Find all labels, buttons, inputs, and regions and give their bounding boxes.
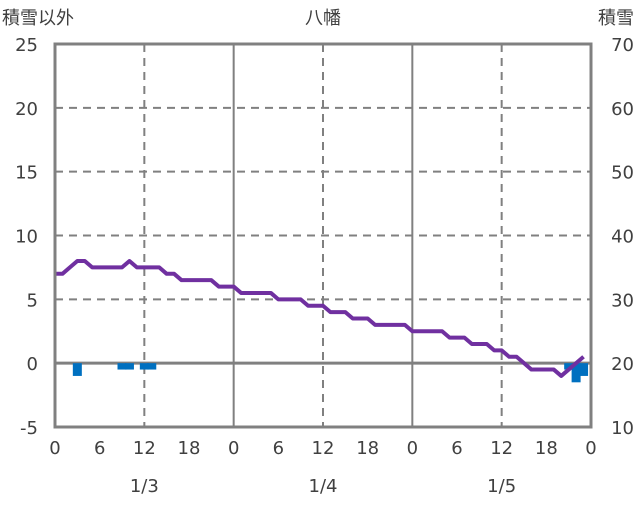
- bar: [579, 363, 588, 376]
- left-tick-label: 5: [27, 290, 38, 311]
- left-tick-label: 20: [15, 99, 38, 120]
- snow-depth-line: [55, 261, 584, 376]
- right-tick-label: 50: [611, 163, 634, 184]
- right-axis-title: 積雪: [598, 8, 634, 29]
- right-tick-label: 10: [611, 418, 634, 439]
- left-tick-label: 15: [15, 163, 38, 184]
- x-tick-label: 6: [273, 438, 284, 459]
- x-tick-label: 6: [451, 438, 462, 459]
- x-tick-label: 12: [133, 438, 156, 459]
- left-tick-label: 25: [15, 35, 38, 56]
- x-tick-label: 18: [178, 438, 201, 459]
- bar: [125, 363, 134, 369]
- right-tick-label: 20: [611, 354, 634, 375]
- x-tick-label: 18: [535, 438, 558, 459]
- grid: [55, 44, 591, 427]
- left-axis-title: 積雪以外: [2, 8, 74, 29]
- chart-title: 八幡: [305, 8, 341, 29]
- date-label: 1/4: [309, 476, 338, 497]
- line-series: [55, 261, 584, 376]
- date-label: 1/3: [130, 476, 159, 497]
- x-tick-label: 18: [356, 438, 379, 459]
- right-tick-label: 70: [611, 35, 634, 56]
- right-tick-label: 40: [611, 227, 634, 248]
- right-tick-label: 30: [611, 290, 634, 311]
- bar: [73, 363, 82, 376]
- x-tick-label: 6: [94, 438, 105, 459]
- x-tick-label: 12: [490, 438, 513, 459]
- bar-series: [73, 363, 588, 382]
- left-tick-label: -5: [20, 418, 38, 439]
- date-label: 1/5: [487, 476, 516, 497]
- bar: [147, 363, 156, 369]
- left-tick-label: 10: [15, 227, 38, 248]
- x-tick-label: 0: [49, 438, 60, 459]
- x-tick-label: 12: [312, 438, 335, 459]
- right-tick-label: 60: [611, 99, 634, 120]
- left-tick-label: 0: [27, 354, 38, 375]
- x-tick-label: 0: [585, 438, 596, 459]
- x-tick-label: 0: [228, 438, 239, 459]
- x-tick-label: 0: [407, 438, 418, 459]
